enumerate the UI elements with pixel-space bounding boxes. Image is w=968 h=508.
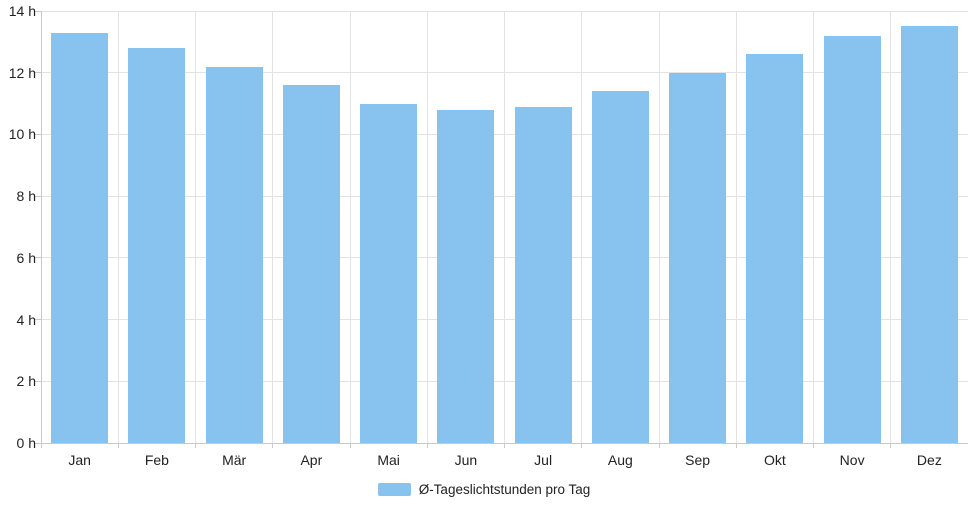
legend-swatch-icon [377,482,411,496]
x-gridline [117,11,119,443]
y-axis-label: 8 h [16,188,36,205]
x-axis-label-jan: Jan [68,452,91,468]
x-axis-tick [349,443,351,448]
x-gridline [581,11,583,443]
x-gridline [272,11,274,443]
bar-sep[interactable] [669,72,727,443]
x-axis-tick [813,443,814,448]
x-axis-label-nov: Nov [839,452,865,468]
x-axis-label-dez: Dez [916,452,942,468]
bar-apr[interactable] [282,85,340,443]
bar-okt[interactable] [746,54,804,443]
bar-feb[interactable] [128,48,186,443]
x-gridline [735,11,737,443]
y-axis-tick [35,10,41,12]
bar-nov[interactable] [823,35,881,443]
y-axis-label: 4 h [16,311,36,328]
y-axis-tick [35,133,41,135]
y-axis-tick [35,319,41,321]
x-axis-label-apr: Apr [300,452,323,468]
y-axis-tick [35,195,41,197]
x-axis-tick [504,443,505,448]
x-axis-tick [272,443,274,448]
x-axis-label-okt: Okt [763,452,786,468]
x-axis-tick [117,443,119,448]
bar-aug[interactable] [591,91,649,443]
bar-mär[interactable] [205,66,263,443]
bar-jan[interactable] [51,32,109,443]
x-axis-tick [40,443,42,448]
y-axis-label: 10 h [8,126,36,143]
x-axis-tick [735,443,737,448]
x-gridline [349,11,351,443]
y-axis-tick [35,442,41,444]
y-axis-tick [35,72,41,74]
x-axis-tick [658,443,660,448]
x-axis-tick [890,443,892,448]
y-axis-line [40,11,42,443]
y-axis-tick [35,257,41,259]
x-gridline [195,11,196,443]
x-axis-label-mär: Mär [222,452,247,468]
x-gridline [890,11,892,443]
legend-label: Ø-Tageslichtstunden pro Tag [418,481,591,497]
x-gridline [813,11,814,443]
y-axis-tick [35,380,41,382]
legend[interactable]: Ø-Tageslichtstunden pro Tag [0,478,968,500]
bar-jun[interactable] [437,109,495,443]
bar-mai[interactable] [360,103,418,443]
x-axis-label-mai: Mai [377,452,400,468]
x-gridline [658,11,660,443]
x-axis-label-aug: Aug [607,452,633,468]
x-axis-label-feb: Feb [144,452,169,468]
bar-jul[interactable] [514,106,572,443]
x-axis-label-jun: Jun [454,452,478,468]
y-axis-label: 6 h [16,249,36,266]
x-axis-tick [581,443,583,448]
y-axis-label: 2 h [16,373,36,390]
y-axis-label: 12 h [8,64,36,81]
x-gridline [426,11,428,443]
x-gridline [504,11,505,443]
x-axis-tick [195,443,196,448]
x-axis-tick [426,443,428,448]
x-axis-label-sep: Sep [685,452,711,468]
y-axis-label: 14 h [8,3,36,19]
bar-dez[interactable] [900,26,958,443]
x-axis-label-jul: Jul [534,452,553,468]
x-axis-line [41,442,968,444]
y-axis-label: 0 h [16,435,36,451]
